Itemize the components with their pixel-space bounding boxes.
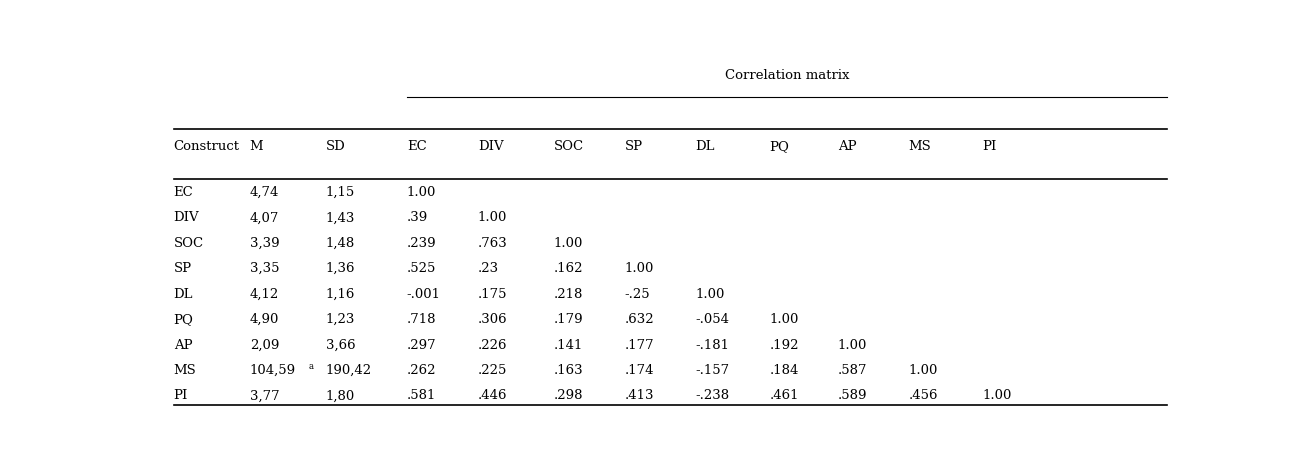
- Text: 3,35: 3,35: [250, 262, 279, 275]
- Text: PQ: PQ: [174, 313, 194, 326]
- Text: .587: .587: [837, 364, 867, 377]
- Text: 3,39: 3,39: [250, 237, 280, 250]
- Text: .184: .184: [769, 364, 799, 377]
- Text: 4,90: 4,90: [250, 313, 279, 326]
- Text: 1.00: 1.00: [769, 313, 799, 326]
- Text: .162: .162: [553, 262, 583, 275]
- Text: .179: .179: [553, 313, 583, 326]
- Text: .525: .525: [407, 262, 436, 275]
- Text: PQ: PQ: [769, 140, 790, 153]
- Text: -.238: -.238: [696, 389, 730, 403]
- Text: EC: EC: [174, 186, 194, 199]
- Text: a: a: [309, 362, 314, 371]
- Text: 1,15: 1,15: [326, 186, 354, 199]
- Text: 1.00: 1.00: [553, 237, 583, 250]
- Text: DL: DL: [174, 288, 194, 301]
- Text: .239: .239: [407, 237, 437, 250]
- Text: .413: .413: [625, 389, 654, 403]
- Text: 1,43: 1,43: [326, 211, 354, 224]
- Text: .163: .163: [553, 364, 583, 377]
- Text: .589: .589: [837, 389, 867, 403]
- Text: 2,09: 2,09: [250, 339, 279, 352]
- Text: DL: DL: [696, 140, 715, 153]
- Text: -.001: -.001: [407, 288, 441, 301]
- Text: Correlation matrix: Correlation matrix: [725, 69, 849, 82]
- Text: .225: .225: [477, 364, 508, 377]
- Text: AP: AP: [837, 140, 857, 153]
- Text: .218: .218: [553, 288, 583, 301]
- Text: M: M: [250, 140, 263, 153]
- Text: 1.00: 1.00: [837, 339, 867, 352]
- Text: 1.00: 1.00: [625, 262, 654, 275]
- Text: MS: MS: [174, 364, 196, 377]
- Text: .306: .306: [477, 313, 508, 326]
- Text: .461: .461: [769, 389, 799, 403]
- Text: EC: EC: [407, 140, 426, 153]
- Text: PI: PI: [982, 140, 997, 153]
- Text: -.157: -.157: [696, 364, 730, 377]
- Text: 1,16: 1,16: [326, 288, 354, 301]
- Text: -.054: -.054: [696, 313, 730, 326]
- Text: 1.00: 1.00: [477, 211, 508, 224]
- Text: .141: .141: [553, 339, 583, 352]
- Text: MS: MS: [909, 140, 931, 153]
- Text: 1.00: 1.00: [407, 186, 436, 199]
- Text: 1,36: 1,36: [326, 262, 356, 275]
- Text: 1,23: 1,23: [326, 313, 354, 326]
- Text: .39: .39: [407, 211, 428, 224]
- Text: AP: AP: [174, 339, 192, 352]
- Text: 1.00: 1.00: [696, 288, 725, 301]
- Text: -.25: -.25: [625, 288, 650, 301]
- Text: .192: .192: [769, 339, 799, 352]
- Text: .298: .298: [553, 389, 583, 403]
- Text: Construct: Construct: [174, 140, 239, 153]
- Text: 4,12: 4,12: [250, 288, 279, 301]
- Text: 1,48: 1,48: [326, 237, 354, 250]
- Text: SOC: SOC: [553, 140, 583, 153]
- Text: 3,77: 3,77: [250, 389, 280, 403]
- Text: 4,74: 4,74: [250, 186, 279, 199]
- Text: 3,66: 3,66: [326, 339, 356, 352]
- Text: .226: .226: [477, 339, 508, 352]
- Text: SD: SD: [326, 140, 345, 153]
- Text: SP: SP: [625, 140, 642, 153]
- Text: .297: .297: [407, 339, 437, 352]
- Text: -.181: -.181: [696, 339, 730, 352]
- Text: .262: .262: [407, 364, 437, 377]
- Text: SOC: SOC: [174, 237, 204, 250]
- Text: .581: .581: [407, 389, 436, 403]
- Text: 1,80: 1,80: [326, 389, 354, 403]
- Text: 190,42: 190,42: [326, 364, 371, 377]
- Text: .175: .175: [477, 288, 508, 301]
- Text: .456: .456: [909, 389, 938, 403]
- Text: .763: .763: [477, 237, 508, 250]
- Text: DIV: DIV: [477, 140, 504, 153]
- Text: .446: .446: [477, 389, 508, 403]
- Text: DIV: DIV: [174, 211, 199, 224]
- Text: SP: SP: [174, 262, 192, 275]
- Text: .177: .177: [625, 339, 654, 352]
- Text: 104,59: 104,59: [250, 364, 296, 377]
- Text: .718: .718: [407, 313, 437, 326]
- Text: .632: .632: [625, 313, 654, 326]
- Text: .174: .174: [625, 364, 654, 377]
- Text: 1.00: 1.00: [909, 364, 938, 377]
- Text: PI: PI: [174, 389, 188, 403]
- Text: .23: .23: [477, 262, 498, 275]
- Text: 4,07: 4,07: [250, 211, 279, 224]
- Text: 1.00: 1.00: [982, 389, 1012, 403]
